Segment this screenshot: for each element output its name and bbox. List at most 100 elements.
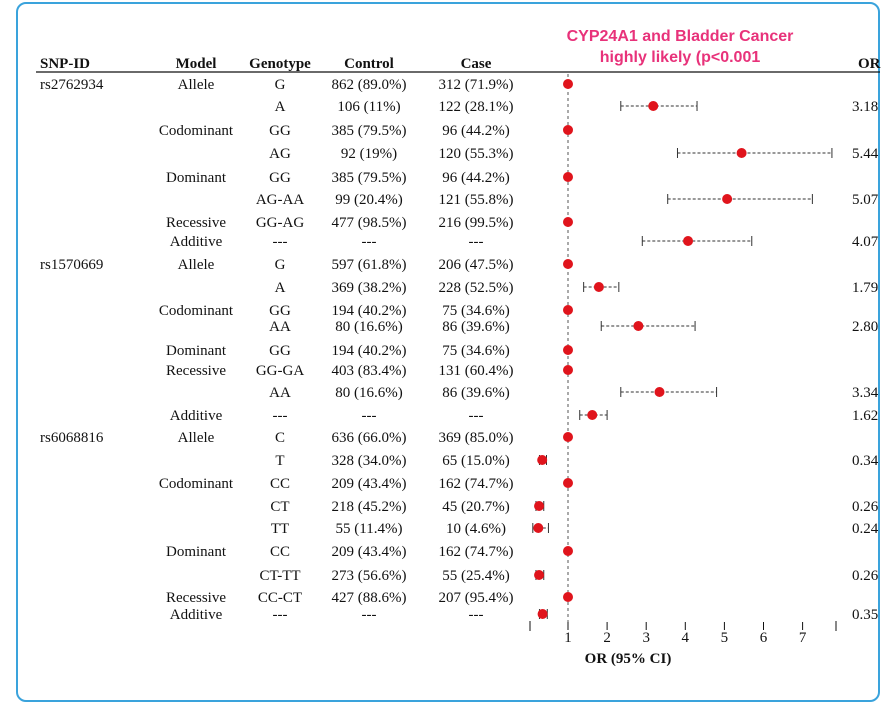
header-model: Model bbox=[176, 56, 217, 72]
row-17-control: 636 (66.0%) bbox=[332, 430, 407, 446]
row-12-control: 80 (16.6%) bbox=[335, 319, 403, 335]
row-9-genotype: G bbox=[275, 257, 286, 273]
row-4-case: 120 (55.3%) bbox=[439, 146, 514, 162]
row-22-model: Dominant bbox=[166, 544, 227, 560]
row-7-control: 477 (98.5%) bbox=[332, 215, 407, 231]
row-20-or-label: 0.26 bbox=[852, 499, 879, 515]
row-12-or-label: 2.80 bbox=[852, 319, 878, 335]
row-18-genotype: T bbox=[275, 453, 284, 469]
header-or: OR bbox=[858, 56, 881, 72]
row-11-genotype: GG bbox=[269, 303, 291, 319]
row-9-point bbox=[563, 259, 573, 269]
row-9-control: 597 (61.8%) bbox=[332, 257, 407, 273]
row-6-or-label: 5.07 bbox=[852, 192, 879, 208]
row-11-point bbox=[563, 305, 573, 315]
row-16-genotype: --- bbox=[273, 408, 288, 424]
row-14-model: Recessive bbox=[166, 363, 226, 379]
row-25-model: Additive bbox=[170, 607, 223, 623]
row-18-or-label: 0.34 bbox=[852, 453, 879, 469]
row-11-case: 75 (34.6%) bbox=[442, 303, 510, 319]
x-tick-label-1: 1 bbox=[564, 630, 572, 646]
row-17-snp: rs6068816 bbox=[40, 430, 104, 446]
row-6-case: 121 (55.8%) bbox=[439, 192, 514, 208]
row-15-case: 86 (39.6%) bbox=[442, 385, 510, 401]
row-17-case: 369 (85.0%) bbox=[439, 430, 514, 446]
row-19-control: 209 (43.4%) bbox=[332, 476, 407, 492]
annotation-headline: CYP24A1 and Bladder Cancer highly likely… bbox=[520, 26, 840, 68]
header-genotype: Genotype bbox=[249, 56, 311, 72]
row-12-point bbox=[633, 321, 644, 331]
row-8-model: Additive bbox=[170, 234, 223, 250]
row-8-genotype: --- bbox=[273, 234, 288, 250]
row-1-control: 862 (89.0%) bbox=[332, 77, 407, 93]
row-21-case: 10 (4.6%) bbox=[446, 521, 506, 537]
row-22-genotype: CC bbox=[270, 544, 290, 560]
row-17-genotype: C bbox=[275, 430, 285, 446]
row-24-case: 207 (95.4%) bbox=[439, 590, 514, 606]
row-2-control: 106 (11%) bbox=[337, 99, 400, 115]
row-9-model: Allele bbox=[178, 257, 215, 273]
table-text: SNP-ID Model Genotype Control Case OR rs… bbox=[40, 56, 881, 623]
row-14-point bbox=[563, 365, 573, 375]
row-12-genotype: AA bbox=[269, 319, 291, 335]
row-2-case: 122 (28.1%) bbox=[439, 99, 514, 115]
row-21-or-label: 0.24 bbox=[852, 521, 879, 537]
row-4-control: 92 (19%) bbox=[341, 146, 397, 162]
row-20-control: 218 (45.2%) bbox=[332, 499, 407, 515]
x-tick-label-4: 4 bbox=[682, 630, 690, 646]
row-4-or-label: 5.44 bbox=[852, 146, 879, 162]
row-15-control: 80 (16.6%) bbox=[335, 385, 403, 401]
row-5-case: 96 (44.2%) bbox=[442, 170, 510, 186]
row-9-case: 206 (47.5%) bbox=[439, 257, 514, 273]
row-7-model: Recessive bbox=[166, 215, 226, 231]
row-23-or-label: 0.26 bbox=[852, 568, 879, 584]
row-8-point bbox=[683, 236, 694, 246]
row-20-genotype: CT bbox=[270, 499, 289, 515]
row-10-point bbox=[593, 282, 604, 292]
figure-frame bbox=[16, 2, 880, 702]
row-1-snp: rs2762934 bbox=[40, 77, 104, 93]
x-tick-label-6: 6 bbox=[760, 630, 768, 646]
x-tick-label-7: 7 bbox=[799, 630, 807, 646]
row-10-or-label: 1.79 bbox=[852, 280, 878, 296]
row-23-case: 55 (25.4%) bbox=[442, 568, 510, 584]
row-1-case: 312 (71.9%) bbox=[439, 77, 514, 93]
row-13-case: 75 (34.6%) bbox=[442, 343, 510, 359]
row-10-case: 228 (52.5%) bbox=[439, 280, 514, 296]
row-18-case: 65 (15.0%) bbox=[442, 453, 510, 469]
row-7-genotype: GG-AG bbox=[256, 215, 304, 231]
x-tick-label-2: 2 bbox=[603, 630, 611, 646]
row-4-point bbox=[736, 148, 747, 158]
row-8-or-label: 4.07 bbox=[852, 234, 879, 250]
row-5-point bbox=[563, 172, 573, 182]
row-5-model: Dominant bbox=[166, 170, 227, 186]
header-control: Control bbox=[344, 56, 394, 72]
row-8-case: --- bbox=[469, 234, 484, 250]
row-13-model: Dominant bbox=[166, 343, 227, 359]
row-16-model: Additive bbox=[170, 408, 223, 424]
row-6-genotype: AG-AA bbox=[256, 192, 304, 208]
row-7-case: 216 (99.5%) bbox=[439, 215, 514, 231]
row-22-point bbox=[563, 546, 573, 556]
row-8-control: --- bbox=[362, 234, 377, 250]
row-1-genotype: G bbox=[275, 77, 286, 93]
row-25-case: --- bbox=[469, 607, 484, 623]
row-10-control: 369 (38.2%) bbox=[332, 280, 407, 296]
row-6-point bbox=[722, 194, 733, 204]
row-14-case: 131 (60.4%) bbox=[439, 363, 514, 379]
row-23-genotype: CT-TT bbox=[259, 568, 300, 584]
plot-area: 1 2 3 4 5 6 7 OR (95% CI) bbox=[529, 74, 837, 667]
row-19-model: Codominant bbox=[159, 476, 234, 492]
row-17-model: Allele bbox=[178, 430, 215, 446]
row-15-point bbox=[654, 387, 665, 397]
row-7-point bbox=[563, 217, 573, 227]
row-12-case: 86 (39.6%) bbox=[442, 319, 510, 335]
row-22-control: 209 (43.4%) bbox=[332, 544, 407, 560]
row-16-or-label: 1.62 bbox=[852, 408, 878, 424]
row-24-control: 427 (88.6%) bbox=[332, 590, 407, 606]
row-16-point bbox=[587, 410, 598, 420]
row-3-point bbox=[563, 125, 573, 135]
row-24-point bbox=[563, 592, 573, 602]
row-19-case: 162 (74.7%) bbox=[439, 476, 514, 492]
row-3-model: Codominant bbox=[159, 123, 234, 139]
